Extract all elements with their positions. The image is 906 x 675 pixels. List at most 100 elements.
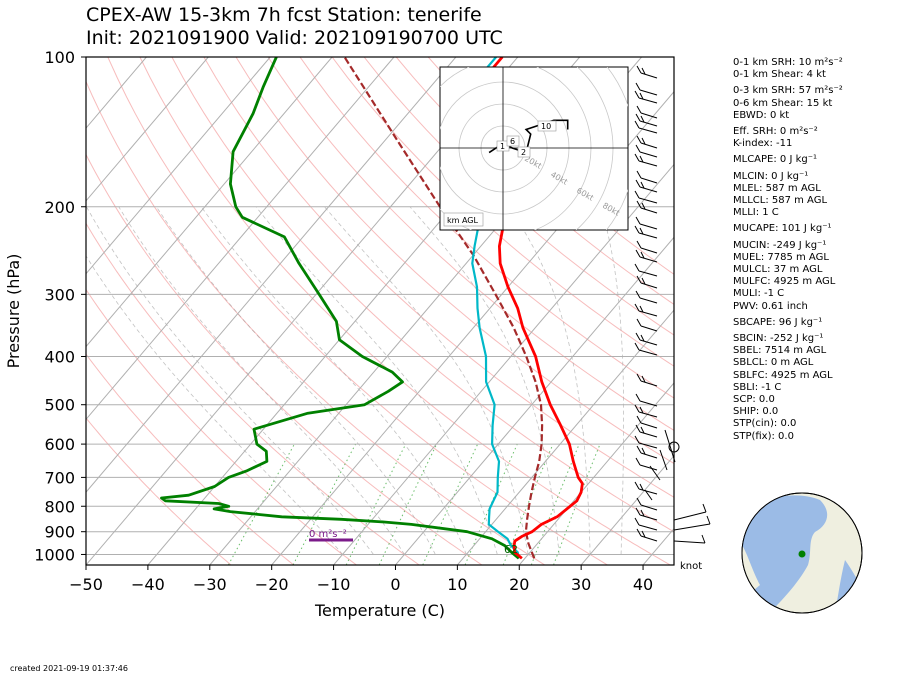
hodograph-height-box [517, 146, 531, 158]
barb-flag [636, 415, 642, 424]
barb-flag [640, 509, 645, 517]
barb-staff [664, 429, 676, 463]
y-tick-label: 400 [44, 348, 75, 367]
x-tick-label: −40 [131, 575, 165, 594]
x-tick-label: 40 [633, 575, 653, 594]
barb-staff [639, 223, 658, 230]
dry-adiabat [107, 57, 608, 565]
stat-line: Eff. SRH: 0 m²s⁻² [733, 126, 818, 138]
isotherm [86, 57, 209, 202]
barb-flag [635, 113, 641, 122]
y-tick-label: 600 [44, 435, 75, 454]
barb-staff [640, 142, 658, 149]
parcel-level-label: 62 [504, 543, 518, 556]
y-tick-label: 300 [44, 285, 75, 304]
barb-staff [638, 310, 658, 317]
wind-barb [636, 318, 658, 332]
barb-flag [634, 225, 640, 234]
stat-line: MUCIN: -249 J kg⁻¹ [733, 239, 827, 251]
isotherm [86, 57, 457, 493]
moist-adiabat [508, 206, 591, 555]
chart-title: CPEX-AW 15-3km 7h fcst Station: tenerife [86, 4, 482, 26]
station-marker [798, 550, 806, 558]
stat-line: 0-3 km SRH: 57 m²s⁻² [733, 85, 843, 97]
moist-adiabat [600, 206, 624, 555]
barb-flag [635, 249, 641, 258]
mixing-ratio-line [422, 443, 479, 565]
dry-adiabat [86, 222, 420, 565]
moist-adiabat [324, 206, 529, 555]
y-tick-label: 900 [44, 523, 75, 542]
wind-barb [636, 240, 658, 254]
barb-flag [636, 170, 642, 179]
globe-outline [741, 492, 863, 614]
barb-flag [634, 435, 640, 444]
y-tick-label: 1000 [34, 545, 75, 564]
sounding-indices: 0-1 km SRH: 10 m²s⁻² 0-1 km Shear: 4 kt 0-… [733, 57, 843, 443]
wind-barb [634, 120, 658, 134]
mixing-ratio-line [464, 443, 518, 565]
x-tick-label: −50 [69, 575, 103, 594]
wind-barb [635, 249, 658, 263]
barb-staff [640, 452, 658, 459]
barb-flag [639, 305, 644, 313]
barb-flag [636, 275, 642, 284]
barb-flag [635, 424, 641, 433]
stat-line: MULCL: 37 m AGL [733, 264, 823, 276]
x-axis-label: Temperature (C) [314, 601, 445, 620]
barb-flag [634, 263, 640, 272]
moist-adiabat [86, 206, 374, 555]
barb-staff [640, 112, 658, 119]
stat-line: 0-1 km Shear: 4 kt [733, 69, 826, 81]
wind-barb [636, 528, 658, 542]
wind-barb [634, 90, 658, 104]
stat-line: SCP: 0.0 [733, 394, 775, 406]
isotherm [86, 57, 333, 348]
barb-staff [638, 270, 658, 277]
barb-flag [634, 153, 640, 162]
x-tick-label: 0 [390, 575, 400, 594]
dry-adiabat [299, 57, 674, 399]
isotherm [86, 57, 271, 275]
chart-subtitle: Init: 2021091900 Valid: 202109190700 UTC [86, 27, 503, 49]
hodograph-frame [439, 66, 629, 231]
barb-staff [639, 400, 658, 407]
barb-flag [641, 277, 646, 285]
barb-flag [640, 115, 645, 123]
barb-staff [640, 207, 658, 214]
ocean-atlantic [742, 495, 828, 612]
y-tick-label: 100 [44, 48, 75, 67]
barb-staff [640, 177, 658, 184]
dry-adiabat [86, 353, 295, 565]
x-tick-label: −30 [193, 575, 227, 594]
barb-staff [640, 422, 658, 429]
stat-line: EBWD: 0 kt [733, 109, 790, 121]
barb-flag [634, 481, 640, 490]
wind-barb [635, 332, 658, 346]
hodograph-height-label: 10 [541, 122, 551, 131]
dry-adiabat [235, 57, 674, 465]
barb-staff [638, 411, 658, 418]
wind-barb [636, 65, 658, 79]
locator-globe [741, 492, 863, 614]
isotherm [456, 309, 674, 565]
barb-flag [634, 90, 640, 99]
barb-flag [636, 135, 642, 144]
barb-staff [638, 160, 658, 167]
barb-staff [644, 489, 653, 501]
barb-staff [640, 282, 658, 289]
barb-flag [640, 181, 645, 189]
barb-staff [638, 349, 658, 356]
wind-barb [636, 415, 658, 429]
wind-barb [635, 290, 658, 304]
barb-staff [638, 127, 658, 134]
stat-line: MUEL: 7785 m AGL [733, 251, 829, 263]
wind-barb [635, 457, 658, 471]
stat-line: MLCAPE: 0 J kg⁻¹ [733, 154, 818, 166]
barb-flag [636, 445, 642, 454]
wind-barb [634, 517, 658, 531]
stat-line: MULI: -1 C [733, 288, 785, 300]
wind-barb [636, 497, 658, 511]
